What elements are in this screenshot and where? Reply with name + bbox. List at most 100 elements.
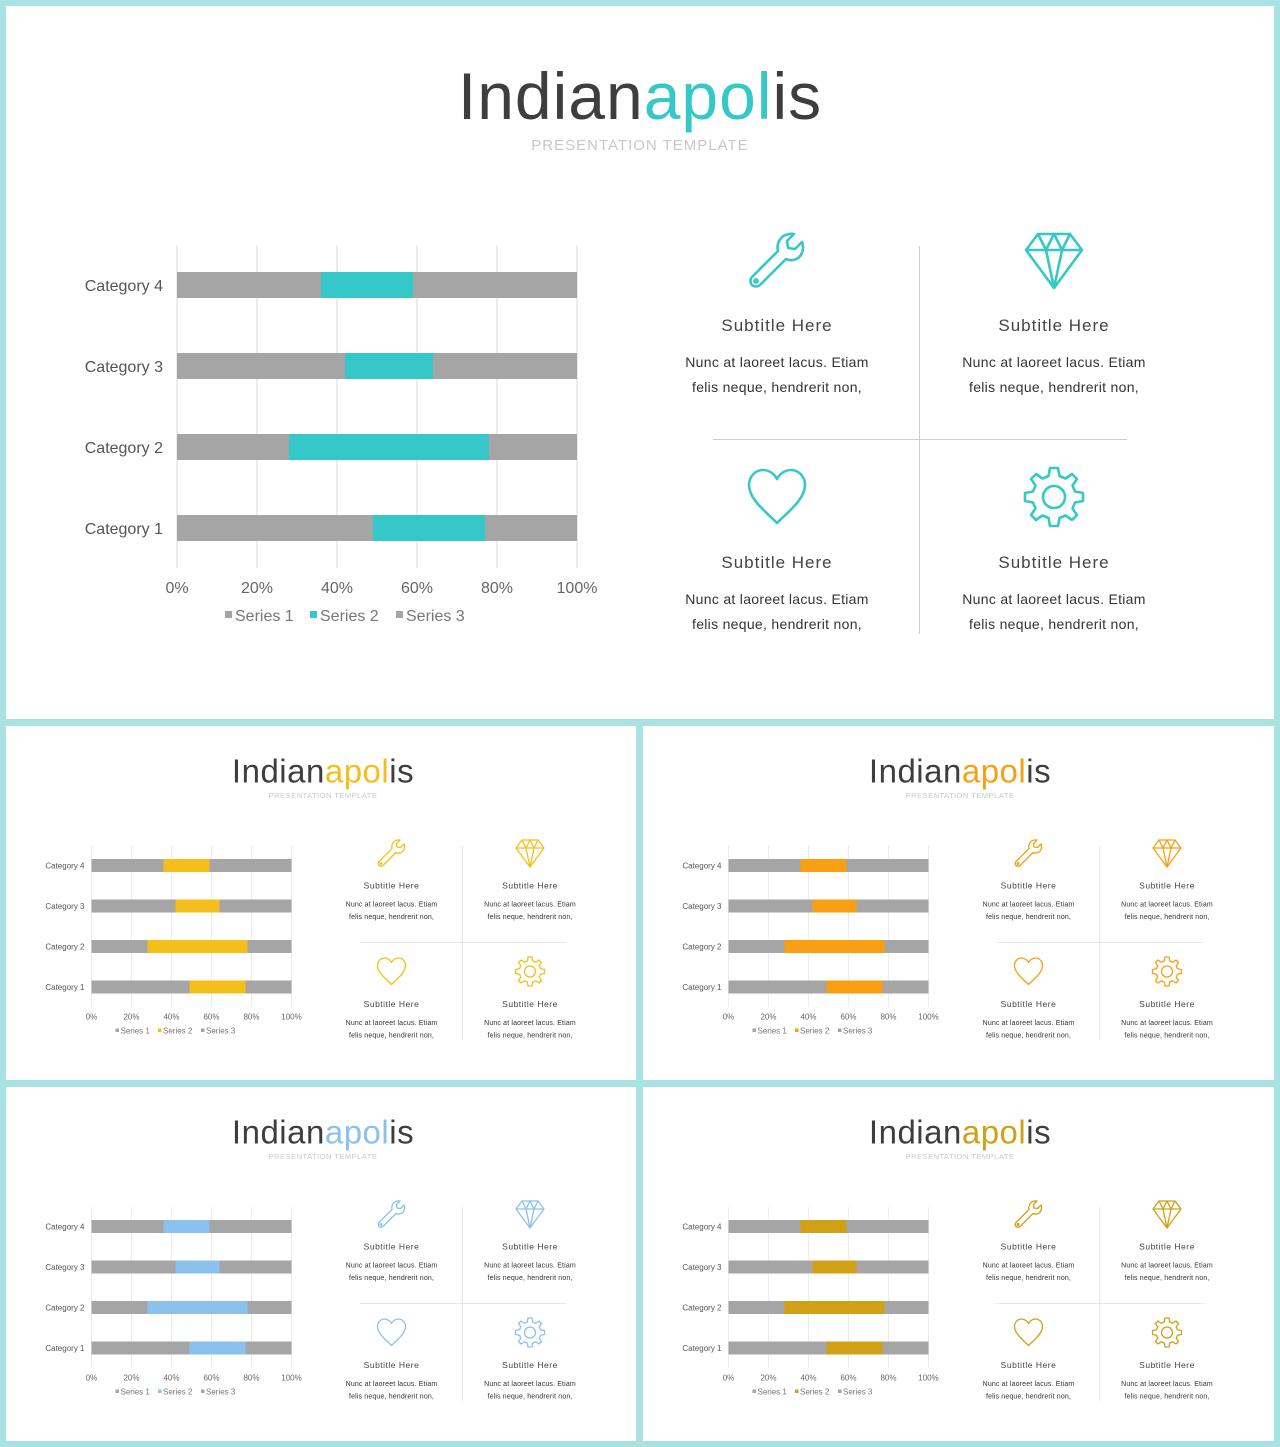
legend-swatch (225, 611, 232, 618)
stacked-bar-chart: Category 1 Category 2 Category 3 Category 4… (85, 246, 598, 625)
heart-icon (745, 465, 809, 529)
feature-card: Subtitle Here Nunc at laoreet lacus. Eti… (329, 1317, 454, 1403)
wrench-icon (376, 1198, 408, 1230)
feature-text-line: Nunc at laoreet lacus. Etiam (345, 1018, 438, 1027)
wrench-icon (1013, 837, 1045, 869)
stacked-bar-chart: Category 1 Category 2 Category 3 Category 4… (682, 846, 939, 1036)
bar-segment (177, 434, 289, 460)
bar-segment (245, 1341, 292, 1355)
heart-icon (1013, 1317, 1045, 1349)
horizontal-divider (996, 1303, 1204, 1304)
gear-icon (1151, 956, 1183, 988)
horizontal-divider (359, 942, 567, 943)
slide-title: Indianapolis (643, 752, 1274, 790)
bar-segment (812, 1260, 857, 1274)
bar-segment (147, 940, 248, 953)
bar-segment (728, 940, 785, 953)
feature-text: Nunc at laoreet lacus. Etiam felis neque,… (966, 1378, 1091, 1403)
vertical-divider (1099, 1207, 1100, 1401)
legend-label: Series 3 (206, 1027, 236, 1036)
feature-title: Subtitle Here (363, 999, 420, 1010)
legend-swatch (201, 1028, 205, 1032)
x-tick-label: 80% (481, 580, 513, 597)
bar-segment (784, 940, 885, 953)
feature-text-line: Nunc at laoreet lacus. Etiam (484, 900, 576, 908)
feature-text-line: Nunc at laoreet lacus. Etiam (345, 1379, 438, 1388)
x-tick-label: 80% (243, 1013, 259, 1022)
x-tick-label: 100% (918, 1374, 938, 1383)
feature-title: Subtitle Here (363, 1360, 420, 1371)
feature-title: Subtitle Here (998, 316, 1110, 335)
x-tick-label: 100% (281, 1374, 301, 1383)
x-tick-label: 40% (163, 1374, 179, 1383)
feature-title: Subtitle Here (1000, 881, 1057, 891)
feature-text-line: felis neque, hendrerit non, (692, 616, 862, 632)
title-accent: apol (961, 752, 1027, 790)
feature-card: Subtitle Here Nunc at laoreet lacus. Eti… (1105, 1198, 1230, 1284)
slide-thumbnail-yellow[interactable]: Indianapolis PRESENTATION TEMPLATE Categ… (6, 726, 636, 1080)
title-plain: Indian (231, 1113, 325, 1151)
wrench-icon (376, 837, 408, 869)
category-label: Category 3 (45, 902, 85, 911)
feature-text-line: Nunc at laoreet lacus. Etiam (982, 1018, 1075, 1027)
feature-text: Nunc at laoreet lacus. Etiam felis neque,… (966, 1017, 1091, 1042)
category-label: Category 2 (85, 440, 163, 457)
slide-subtitle: PRESENTATION TEMPLATE (268, 1152, 378, 1162)
category-label: Category 4 (682, 862, 722, 871)
title-tail: is (1026, 1113, 1052, 1151)
x-tick-label: 100% (557, 580, 598, 597)
legend-label: Series 2 (163, 1027, 193, 1036)
slide-title: Indianapolis (6, 58, 1274, 134)
legend-swatch (795, 1389, 799, 1393)
bar-segment (209, 859, 292, 872)
bar-segment (728, 1301, 785, 1314)
feature-text-line: Nunc at laoreet lacus. Etiam (1121, 900, 1213, 908)
bar-segment (91, 1260, 176, 1274)
feature-card: Subtitle Here Nunc at laoreet lacus. Eti… (966, 1317, 1091, 1403)
category-label: Category 1 (682, 983, 722, 992)
bar-segment (728, 859, 801, 872)
stacked-bar-chart: Category 1 Category 2 Category 3 Category 4… (682, 1207, 939, 1397)
feature-text-line: Nunc at laoreet lacus. Etiam (1121, 1018, 1213, 1027)
wrench-icon (745, 228, 809, 292)
feature-text-line: felis neque, hendrerit non, (986, 1031, 1071, 1039)
feature-card: Subtitle Here Nunc at laoreet lacus. Eti… (652, 465, 902, 637)
bar-segment (485, 515, 577, 541)
bar-segment (247, 940, 292, 953)
feature-title: Subtitle Here (363, 1242, 420, 1252)
legend-label: Series 1 (121, 1027, 151, 1036)
feature-text-line: Nunc at laoreet lacus. Etiam (345, 900, 438, 908)
feature-text-line: Nunc at laoreet lacus. Etiam (982, 1261, 1075, 1269)
legend-label: Series 3 (843, 1027, 873, 1036)
feature-text-line: felis neque, hendrerit non, (487, 912, 573, 921)
x-tick-label: 60% (203, 1013, 219, 1022)
feature-title: Subtitle Here (721, 553, 833, 572)
feature-text: Nunc at laoreet lacus. Etiam felis neque,… (1105, 1259, 1230, 1284)
title-plain: Indian (868, 752, 962, 790)
slide-thumbnail-orange[interactable]: Indianapolis PRESENTATION TEMPLATE Categ… (643, 726, 1274, 1080)
bar-segment (177, 272, 321, 298)
feature-text: Nunc at laoreet lacus. Etiam felis neque,… (966, 1259, 1091, 1284)
feature-text: Nunc at laoreet lacus. Etiam felis neque,… (468, 898, 593, 923)
bar-segment (882, 980, 929, 994)
feature-card: Subtitle Here Nunc at laoreet lacus. Eti… (1105, 1317, 1230, 1403)
category-label: Category 3 (682, 902, 722, 911)
feature-title: Subtitle Here (363, 881, 420, 891)
x-tick-label: 20% (123, 1013, 139, 1022)
feature-card: Subtitle Here Nunc at laoreet lacus. Eti… (966, 837, 1091, 923)
x-tick-label: 0% (723, 1374, 735, 1383)
slide-thumbnail-gold[interactable]: Indianapolis PRESENTATION TEMPLATE Categ… (643, 1087, 1274, 1441)
feature-card: Subtitle Here Nunc at laoreet lacus. Eti… (966, 956, 1091, 1042)
bar-segment (91, 1301, 148, 1314)
category-label: Category 1 (45, 1344, 85, 1353)
bar-segment (163, 859, 210, 872)
vertical-divider (1099, 846, 1100, 1040)
bar-segment (826, 1341, 883, 1355)
feature-title: Subtitle Here (502, 999, 558, 1010)
bar-segment (413, 272, 577, 298)
slide-thumbnail-blue[interactable]: Indianapolis PRESENTATION TEMPLATE Categ… (6, 1087, 636, 1441)
feature-text-line: Nunc at laoreet lacus. Etiam (685, 591, 869, 607)
title-accent: apol (324, 752, 390, 790)
stacked-bar-chart: Category 1 Category 2 Category 3 Category 4… (45, 846, 302, 1036)
diamond-icon (514, 1198, 546, 1230)
